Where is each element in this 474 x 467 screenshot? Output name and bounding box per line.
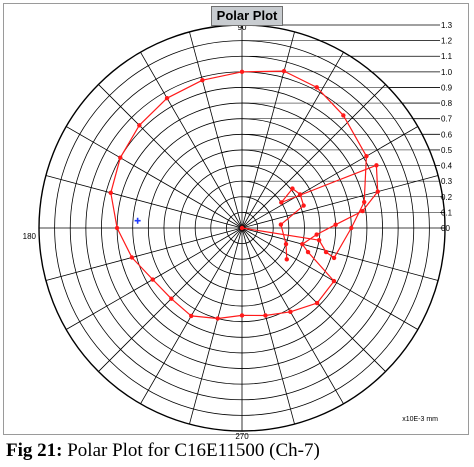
trace-point <box>290 186 295 191</box>
trace-point <box>341 113 346 118</box>
radial-tick-label: 0.4 <box>441 162 453 171</box>
grid-spoke <box>241 227 344 405</box>
grid-spoke <box>241 227 439 281</box>
trace-point <box>150 277 155 282</box>
trace-point <box>164 95 170 101</box>
trace-point <box>297 192 303 197</box>
trace-point <box>314 85 319 90</box>
caption-text: Polar Plot for C16E11500 (Ch-7) <box>62 440 320 461</box>
trace-point <box>364 153 369 159</box>
angle-label-180: 180 <box>23 232 37 241</box>
trace-point <box>200 77 205 83</box>
trace-point <box>239 69 245 75</box>
plot-title-button[interactable]: Polar Plot <box>211 6 283 26</box>
radial-tick-label: 1.2 <box>441 37 453 46</box>
trace-point <box>331 278 337 284</box>
radial-tick-label: 1.1 <box>441 52 453 61</box>
grid-spoke <box>65 126 243 229</box>
grid-spoke <box>189 31 243 229</box>
trace-point <box>301 203 306 208</box>
trace-point <box>279 200 284 205</box>
radial-tick-label: 0.8 <box>441 99 453 108</box>
trace-point <box>305 249 311 255</box>
radial-tick-labels: 1.3 1.2 1.1 1.0 0.9 0.8 0.7 0.6 0.5 0.4 0.3 0.2 0.1 0… <box>242 21 453 233</box>
radial-tick-label: 0.9 <box>441 83 453 92</box>
trace-point <box>316 238 322 243</box>
radial-tick-label: 0.7 <box>441 115 453 124</box>
grid-spoke <box>189 227 243 425</box>
trace-point <box>239 225 245 231</box>
trace-point <box>129 255 135 260</box>
units-label: x10E-3 mm <box>402 416 438 423</box>
marker-layer <box>134 217 141 224</box>
radial-tick-label: 1.0 <box>441 68 453 77</box>
grid-spoke <box>241 84 386 229</box>
radial-tick-label: 0.3 <box>441 177 453 186</box>
trace-point <box>314 232 319 237</box>
grid-spoke <box>241 227 419 330</box>
trace-point <box>323 249 329 255</box>
radial-tick-label: 0.1 <box>441 208 453 217</box>
trace-point <box>333 222 338 227</box>
grid-spoke <box>45 227 243 281</box>
trace-point <box>331 255 337 261</box>
trace-point <box>169 296 174 301</box>
trace-point <box>284 257 289 262</box>
radial-tick-label: 0.6 <box>441 130 453 139</box>
trace-point <box>349 225 354 231</box>
plot-window <box>3 3 469 435</box>
grid-spoke <box>241 227 295 425</box>
angle-label-270: 270 <box>235 432 249 441</box>
trace-point <box>215 316 220 321</box>
caption-label: Fig 21: <box>6 440 63 461</box>
trace-point <box>263 313 268 318</box>
angle-labels: 90 180 270 <box>23 23 250 441</box>
grid-spoke <box>98 84 243 229</box>
angle-label-90: 90 <box>238 23 247 32</box>
trace-point <box>137 123 142 128</box>
trace-point <box>288 309 293 315</box>
trace-point <box>375 189 380 194</box>
grid-spoke <box>241 175 439 229</box>
trace-point <box>361 199 367 205</box>
marker-point <box>134 217 141 224</box>
trace-point <box>374 163 379 168</box>
trace-point <box>300 241 305 247</box>
radial-tick-label: 00 <box>441 224 450 233</box>
trace-point <box>239 313 245 318</box>
data-trace <box>108 68 380 321</box>
radial-tick-label: 0.5 <box>441 146 453 155</box>
grid-spoke <box>241 227 386 372</box>
trace-point <box>281 68 287 74</box>
trace-point <box>360 208 365 214</box>
trace-point <box>114 225 120 231</box>
radial-tick-label: 1.3 <box>441 21 453 30</box>
grid-spoke <box>241 126 419 229</box>
grid-spoke <box>241 51 344 229</box>
figure-caption: Fig 21: Polar Plot for C16E11500 (Ch-7) <box>6 440 320 462</box>
grid-spoke <box>140 51 243 229</box>
trace-point <box>118 155 123 160</box>
radial-tick-label: 0.2 <box>441 193 453 202</box>
trace-point <box>278 222 284 227</box>
trace-point <box>283 241 289 247</box>
trace-point <box>108 190 113 196</box>
grid-spoke <box>241 31 295 229</box>
grid-spoke <box>45 175 243 229</box>
trace-point <box>189 313 194 319</box>
trace-point <box>314 300 320 306</box>
